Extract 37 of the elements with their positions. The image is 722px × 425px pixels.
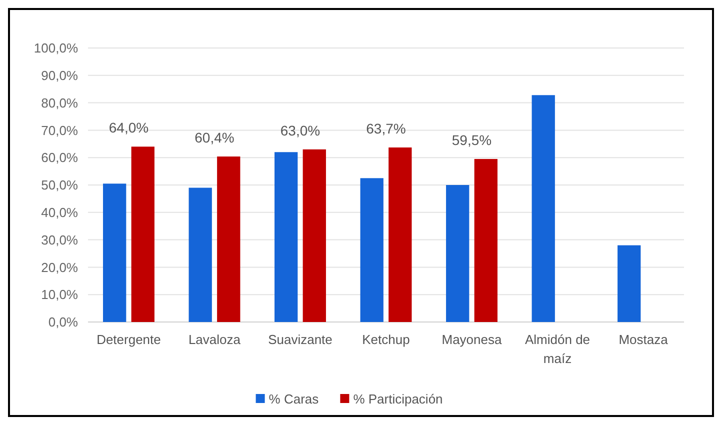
bar [302, 149, 326, 322]
data-label: 63,7% [366, 120, 406, 136]
data-label: 60,4% [194, 130, 234, 146]
x-tick-label: Mayonesa [442, 332, 503, 347]
y-tick-label: 50,0% [41, 178, 78, 193]
legend-label: % Caras [268, 392, 320, 407]
y-tick-label: 100,0% [34, 40, 78, 56]
data-label: 59,5% [452, 132, 492, 148]
x-tick-label: Suavizante [268, 332, 332, 347]
x-tick-label: Ketchup [362, 332, 410, 347]
bar [532, 95, 555, 322]
data-label: 64,0% [108, 120, 149, 136]
bar [474, 158, 498, 322]
legend-label: % Participación [353, 392, 443, 407]
y-tick-label: 30,0% [41, 232, 78, 248]
x-tick-label: Mostaza [618, 332, 669, 347]
bar [217, 156, 240, 322]
y-tick-label: 20,0% [41, 260, 78, 275]
x-tick-label: Lavaloza [188, 332, 242, 347]
data-label: 63,0% [280, 122, 320, 138]
bar [131, 146, 154, 322]
y-tick-label: 0,0% [48, 314, 78, 330]
bar [618, 245, 641, 322]
bar [388, 147, 412, 322]
x-tick-label: Almidón de maíz [524, 332, 590, 366]
y-tick-label: 10,0% [41, 287, 78, 302]
bar [360, 178, 384, 322]
bar [446, 185, 470, 322]
bar [274, 152, 298, 322]
y-tick-label: 70,0% [41, 122, 78, 138]
bar [103, 184, 126, 322]
y-tick-label: 60,0% [41, 150, 78, 166]
y-tick-label: 40,0% [41, 204, 78, 220]
y-tick-label: 80,0% [41, 95, 78, 110]
x-tick-label: Detergente [96, 332, 161, 347]
bar [188, 188, 212, 322]
y-tick-label: 90,0% [41, 68, 78, 83]
